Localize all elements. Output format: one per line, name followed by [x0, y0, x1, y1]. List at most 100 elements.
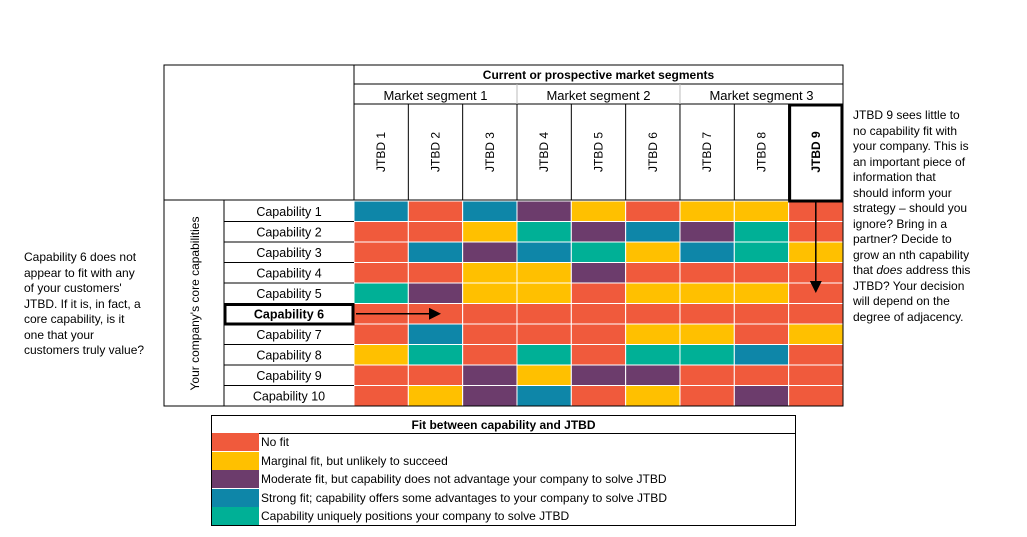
- matrix-cell: [733, 282, 790, 304]
- matrix-cell: [462, 282, 518, 304]
- matrix-cell: [462, 364, 518, 386]
- highlight-column-box: [788, 103, 844, 203]
- annotation-line: an important piece of: [853, 154, 966, 169]
- matrix-cell: [407, 385, 464, 407]
- matrix-cell: [353, 385, 409, 407]
- matrix-cell: [625, 364, 681, 386]
- annotation-line: that does address this: [853, 263, 971, 277]
- matrix-cell: [462, 323, 518, 345]
- annotation-line: Capability 6 does not: [24, 250, 137, 264]
- matrix-cell: [516, 323, 572, 345]
- matrix-cell: [353, 323, 409, 345]
- matrix-cell: [570, 303, 627, 325]
- legend-label: Moderate fit, but capability does not ad…: [261, 472, 667, 487]
- annotation-line: will depend on the: [853, 294, 950, 308]
- matrix-cell: [570, 385, 627, 407]
- matrix-cell: [679, 282, 735, 304]
- matrix-cell: [788, 344, 844, 366]
- matrix-cells: [353, 200, 844, 407]
- legend-label: Strong fit; capability offers some advan…: [261, 490, 667, 505]
- matrix-cell: [570, 323, 627, 345]
- matrix-cell: [516, 221, 572, 243]
- capability-label: Capability 4: [256, 266, 321, 280]
- legend-item: Strong fit; capability offers some advan…: [212, 488, 796, 507]
- annotation-line: appear to fit with any: [24, 265, 135, 280]
- jtbd-label: JTBD 5: [591, 132, 605, 172]
- matrix-cell: [625, 262, 681, 284]
- capability-label: Capability 6: [254, 307, 324, 321]
- matrix-cell: [733, 344, 790, 366]
- matrix-border: [163, 64, 844, 407]
- matrix-cell: [788, 364, 844, 386]
- matrix-cell: [570, 282, 627, 304]
- segment-label: Market segment 1: [383, 88, 487, 103]
- jtbd-label: JTBD 9: [809, 131, 823, 173]
- jtbd-label: JTBD 6: [646, 132, 660, 172]
- legend-swatch: [212, 470, 259, 489]
- matrix-cell: [570, 221, 627, 243]
- jtbd-label: JTBD 4: [537, 132, 551, 172]
- matrix-cell: [570, 241, 627, 263]
- legend-item: No fit: [212, 433, 796, 451]
- side-label: Your company's core capabilities: [188, 217, 202, 391]
- matrix-cell: [625, 221, 681, 243]
- matrix-cell: [462, 221, 518, 243]
- matrix-cell: [407, 200, 464, 222]
- jtbd-label: JTBD 8: [754, 132, 768, 172]
- annotation-line: information that: [853, 170, 936, 184]
- matrix-cell: [462, 385, 518, 407]
- matrix-cell: [570, 200, 627, 222]
- matrix-cell: [353, 282, 409, 304]
- jtbd-label: JTBD 7: [700, 132, 714, 172]
- capability-label: Capability 9: [256, 369, 321, 383]
- matrix-cell: [353, 221, 409, 243]
- matrix-cell: [407, 262, 464, 284]
- legend-swatch: [212, 451, 259, 470]
- annotation-line: degree of adjacency.: [853, 309, 964, 324]
- matrix-cell: [788, 303, 844, 325]
- legend-label: Capability uniquely positions your compa…: [261, 509, 570, 524]
- matrix-cell: [353, 364, 409, 386]
- annotation-line: JTBD. If it is, in fact, a: [24, 296, 141, 311]
- capability-label: Capability 5: [256, 287, 321, 301]
- matrix-cell: [679, 200, 735, 222]
- matrix-cell: [733, 241, 790, 263]
- matrix-cell: [516, 344, 572, 366]
- matrix-cell: [733, 221, 790, 243]
- legend-label: No fit: [261, 435, 290, 449]
- matrix-cell: [407, 241, 464, 263]
- legend-swatch: [212, 488, 259, 507]
- capability-label: Capability 2: [256, 225, 321, 239]
- annotation-line: of your customers': [24, 281, 122, 295]
- legend-title: Fit between capability and JTBD: [212, 416, 795, 434]
- capability-label: Capability 8: [256, 348, 321, 362]
- matrix-cell: [462, 303, 518, 325]
- legend-item: Moderate fit, but capability does not ad…: [212, 470, 796, 489]
- annotation-line: partner? Decide to: [853, 232, 952, 246]
- matrix-cell: [516, 282, 572, 304]
- highlight-row-box: [223, 303, 355, 326]
- annotation-line: ignore? Bring in a: [853, 216, 948, 231]
- segment-label: Market segment 3: [709, 88, 813, 103]
- annotation-line: your company. This is: [853, 139, 969, 153]
- matrix-cell: [407, 323, 464, 345]
- matrix-cell: [679, 221, 735, 243]
- matrix-cell: [570, 262, 627, 284]
- annotation-line: customers truly value?: [24, 343, 145, 357]
- header-title: Current or prospective market segments: [483, 68, 715, 82]
- legend-item: Marginal fit, but unlikely to succeed: [212, 451, 796, 470]
- annotation-line: core capability, is it: [24, 312, 125, 326]
- annotation-line: grow an nth capability: [853, 247, 970, 262]
- matrix-cell: [516, 200, 572, 222]
- matrix-cell: [679, 262, 735, 284]
- jtbd-label: JTBD 1: [374, 132, 388, 172]
- matrix-cell: [516, 364, 572, 386]
- matrix-cell: [733, 262, 790, 284]
- jtbd-label: JTBD 2: [429, 132, 443, 172]
- matrix-cell: [353, 241, 409, 263]
- matrix-cell: [733, 200, 790, 222]
- left-annotation: Capability 6 does not appear to fit with …: [24, 250, 164, 359]
- capability-label: Capability 7: [256, 328, 321, 342]
- matrix-cell: [462, 262, 518, 284]
- matrix-cell: [462, 241, 518, 263]
